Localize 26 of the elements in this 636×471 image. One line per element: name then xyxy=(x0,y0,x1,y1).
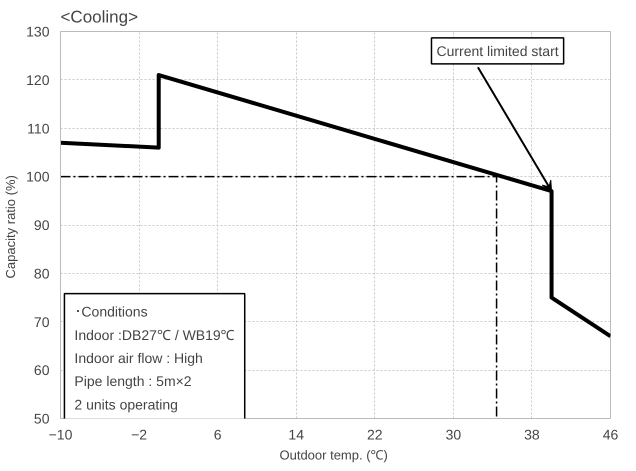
annotation: 2 units operating xyxy=(74,396,178,412)
annotation: Pipe length : 5m×2 xyxy=(74,373,192,390)
annotation: Indoor air flow : High xyxy=(74,350,203,366)
x-tick-label: 22 xyxy=(367,426,383,442)
x-tick-label: 14 xyxy=(288,426,304,442)
y-tick-label: 70 xyxy=(34,314,50,330)
x-tick-label: 46 xyxy=(602,426,618,442)
x-tick-label: −10 xyxy=(48,426,73,442)
annotation: Current limited start xyxy=(436,42,559,59)
x-tick-label: −2 xyxy=(131,426,148,442)
y-tick-label: 120 xyxy=(26,72,50,88)
x-tick-label: 6 xyxy=(214,426,222,442)
x-tick-label: 30 xyxy=(446,426,462,442)
annotation: Indoor :DB27℃ / WB19℃ xyxy=(74,326,235,343)
y-tick-label: 80 xyxy=(34,265,50,282)
annotation: ･Conditions xyxy=(74,304,148,320)
y-tick-label: 110 xyxy=(27,120,50,136)
y-tick-label: 50 xyxy=(34,410,50,426)
y-tick-label: 100 xyxy=(26,168,50,185)
chart-title: <Cooling> xyxy=(60,8,138,26)
x-axis-title: Outdoor temp. (℃) xyxy=(280,448,388,462)
y-axis-title: Capacity ratio (%) xyxy=(3,175,18,278)
y-tick-label: 130 xyxy=(26,24,50,40)
y-tick-label: 60 xyxy=(34,362,50,378)
x-tick-label: 38 xyxy=(524,426,540,442)
y-tick-label: 90 xyxy=(34,217,50,233)
